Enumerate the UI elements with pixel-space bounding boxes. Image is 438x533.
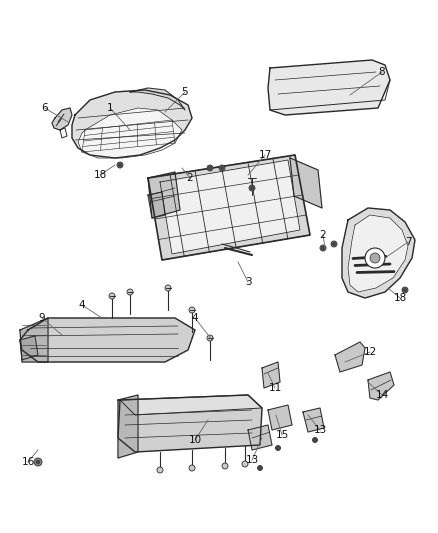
Text: 5: 5 <box>182 87 188 97</box>
Polygon shape <box>120 395 262 415</box>
Text: 4: 4 <box>79 300 85 310</box>
Polygon shape <box>268 405 292 430</box>
Polygon shape <box>348 215 408 292</box>
Circle shape <box>220 166 223 169</box>
Polygon shape <box>72 90 192 158</box>
Polygon shape <box>148 172 180 218</box>
Text: 1: 1 <box>107 103 113 113</box>
Circle shape <box>258 465 262 471</box>
Circle shape <box>157 467 163 473</box>
Text: 2: 2 <box>320 230 326 240</box>
Text: 18: 18 <box>93 170 106 180</box>
Polygon shape <box>118 395 262 452</box>
Text: 18: 18 <box>393 293 406 303</box>
Polygon shape <box>118 395 138 458</box>
Text: 12: 12 <box>364 347 377 357</box>
Text: 2: 2 <box>187 173 193 183</box>
Circle shape <box>207 165 213 171</box>
Text: 14: 14 <box>375 390 389 400</box>
Circle shape <box>165 285 171 291</box>
Polygon shape <box>20 318 48 362</box>
Circle shape <box>127 289 133 295</box>
Polygon shape <box>78 108 182 158</box>
Text: 6: 6 <box>42 103 48 113</box>
Text: 9: 9 <box>39 313 45 323</box>
Circle shape <box>332 243 336 246</box>
Circle shape <box>403 288 406 292</box>
Circle shape <box>222 463 228 469</box>
Text: 4: 4 <box>192 313 198 323</box>
Text: 10: 10 <box>188 435 201 445</box>
Text: 15: 15 <box>276 430 289 440</box>
Circle shape <box>312 438 318 442</box>
Circle shape <box>117 162 123 168</box>
Circle shape <box>365 248 385 268</box>
Circle shape <box>402 287 408 293</box>
Circle shape <box>34 458 42 466</box>
Circle shape <box>320 245 326 251</box>
Polygon shape <box>130 88 185 110</box>
Circle shape <box>208 166 212 169</box>
Polygon shape <box>20 318 195 362</box>
Text: 13: 13 <box>245 455 258 465</box>
Text: 8: 8 <box>379 67 385 77</box>
Polygon shape <box>342 208 415 298</box>
Circle shape <box>219 165 225 171</box>
Circle shape <box>258 466 261 470</box>
Text: 7: 7 <box>405 237 411 247</box>
Circle shape <box>249 185 255 191</box>
Text: 3: 3 <box>245 277 251 287</box>
Circle shape <box>331 241 337 247</box>
Text: 13: 13 <box>313 425 327 435</box>
Circle shape <box>189 465 195 471</box>
Polygon shape <box>262 362 280 388</box>
Circle shape <box>276 446 280 450</box>
Circle shape <box>276 447 279 449</box>
Polygon shape <box>20 336 38 360</box>
Circle shape <box>189 307 195 313</box>
Circle shape <box>242 461 248 467</box>
Circle shape <box>251 187 254 190</box>
Circle shape <box>119 164 121 166</box>
Polygon shape <box>160 160 300 254</box>
Text: 11: 11 <box>268 383 282 393</box>
Polygon shape <box>368 372 394 400</box>
Circle shape <box>207 335 213 341</box>
Circle shape <box>109 293 115 299</box>
Circle shape <box>314 439 317 441</box>
Circle shape <box>321 246 325 249</box>
Text: 16: 16 <box>21 457 35 467</box>
Circle shape <box>36 461 39 464</box>
Polygon shape <box>148 192 165 218</box>
Polygon shape <box>290 158 322 208</box>
Polygon shape <box>335 342 365 372</box>
Polygon shape <box>248 425 272 450</box>
Polygon shape <box>52 108 72 130</box>
Polygon shape <box>268 60 390 115</box>
Polygon shape <box>148 155 310 260</box>
Polygon shape <box>303 408 324 432</box>
Circle shape <box>370 253 380 263</box>
Text: 17: 17 <box>258 150 272 160</box>
